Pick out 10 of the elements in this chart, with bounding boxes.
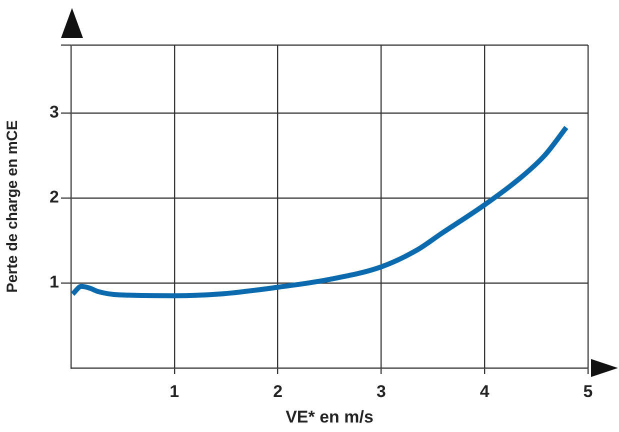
x-axis-title: VE* en m/s — [286, 407, 374, 426]
y-tick-label: 2 — [50, 188, 59, 207]
y-tick-label: 1 — [50, 272, 59, 292]
x-tick-label: 2 — [273, 382, 283, 401]
x-tick-label: 4 — [480, 382, 490, 401]
x-tick-label: 3 — [376, 382, 386, 401]
x-tick-label: 5 — [583, 382, 593, 401]
x-tick-label: 1 — [170, 382, 180, 401]
y-tick-label: 3 — [50, 102, 59, 122]
y-axis-title: Perte de charge en mCE — [4, 120, 22, 293]
